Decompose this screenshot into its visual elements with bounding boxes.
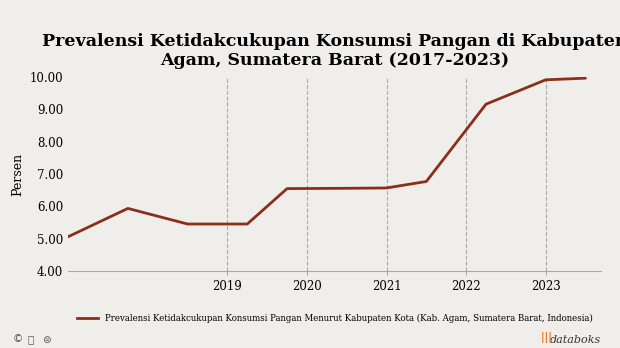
Text: |||: ||| xyxy=(541,332,555,343)
Title: Prevalensi Ketidakcukupan Konsumsi Pangan di Kabupaten
Agam, Sumatera Barat (201: Prevalensi Ketidakcukupan Konsumsi Panga… xyxy=(42,33,620,70)
Text: ⊜: ⊜ xyxy=(42,334,51,345)
Legend: Prevalensi Ketidakcukupan Konsumsi Pangan Menurut Kabupaten Kota (Kab. Agam, Sum: Prevalensi Ketidakcukupan Konsumsi Panga… xyxy=(73,311,596,327)
Y-axis label: Persen: Persen xyxy=(11,152,24,196)
Text: Ⓒ: Ⓒ xyxy=(28,334,34,345)
Text: databoks: databoks xyxy=(550,334,601,345)
Text: ©: © xyxy=(12,334,23,345)
